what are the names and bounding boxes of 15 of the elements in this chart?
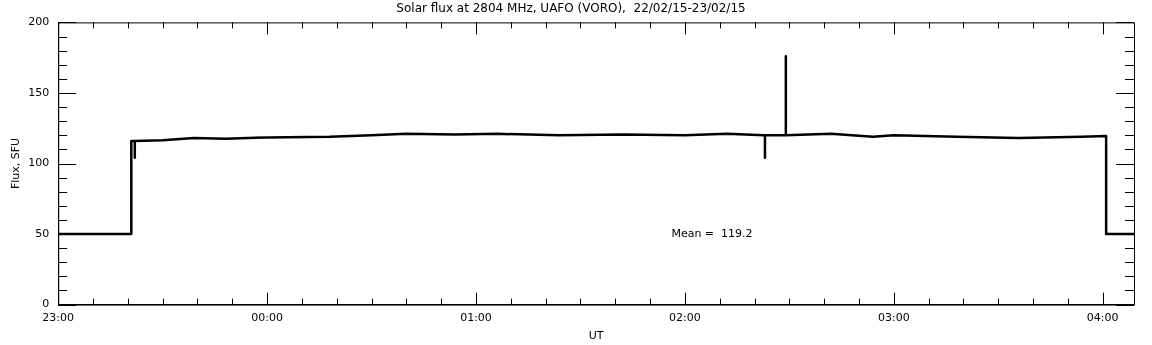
y-tick-label: 50 bbox=[35, 226, 50, 240]
x-axis-title: UT bbox=[588, 329, 604, 343]
y-tick-label: 100 bbox=[28, 156, 50, 170]
x-tick-label: 23:00 bbox=[42, 311, 75, 325]
y-tick-label: 0 bbox=[42, 297, 50, 311]
y-tick-label: 200 bbox=[28, 15, 50, 29]
annotation: Mean = 119.2 bbox=[671, 226, 753, 240]
chart-title: Solar flux at 2804 MHz, UAFO (VORO), 22/02/15-23/02/15 bbox=[396, 1, 746, 16]
y-axis-title: Flux, SFU bbox=[9, 137, 23, 190]
x-tick-label: 03:00 bbox=[877, 311, 910, 325]
x-tick-label: 04:00 bbox=[1086, 311, 1119, 325]
x-tick-label: 02:00 bbox=[669, 311, 701, 325]
y-tick-label: 150 bbox=[28, 85, 50, 99]
x-tick-label: 01:00 bbox=[460, 311, 492, 325]
x-tick-label: 00:00 bbox=[251, 311, 283, 325]
